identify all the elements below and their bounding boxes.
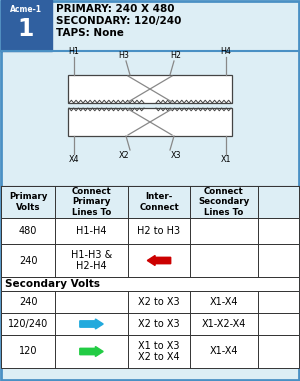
Text: X4: X4 xyxy=(69,155,79,163)
Text: X3: X3 xyxy=(171,152,181,160)
Text: H1: H1 xyxy=(69,48,80,56)
Text: X1-X2-X4: X1-X2-X4 xyxy=(202,319,246,329)
Text: 120: 120 xyxy=(19,346,37,357)
Bar xyxy=(1,186,299,218)
Text: X1 to X3
X2 to X4: X1 to X3 X2 to X4 xyxy=(138,341,180,362)
Text: 120/240: 120/240 xyxy=(8,319,48,329)
Bar xyxy=(1,291,299,313)
Text: 480: 480 xyxy=(19,226,37,236)
Polygon shape xyxy=(80,346,103,357)
Bar xyxy=(1,218,299,244)
Polygon shape xyxy=(147,256,171,266)
Text: H2 to H3: H2 to H3 xyxy=(137,226,181,236)
Text: 240: 240 xyxy=(19,297,37,307)
Bar xyxy=(1,244,299,277)
Text: Inter-
Connect: Inter- Connect xyxy=(139,192,179,212)
Text: H3: H3 xyxy=(118,51,129,59)
Bar xyxy=(68,108,232,136)
Text: H1-H3 &
H2-H4: H1-H3 & H2-H4 xyxy=(71,250,112,271)
Text: X2: X2 xyxy=(119,152,129,160)
Bar xyxy=(1,0,52,51)
Text: Secondary Volts: Secondary Volts xyxy=(5,279,100,289)
Bar xyxy=(1,277,299,291)
Text: Primary
Volts: Primary Volts xyxy=(9,192,47,212)
Bar xyxy=(1,313,299,335)
Text: 240: 240 xyxy=(19,256,37,266)
Text: SECONDARY: 120/240: SECONDARY: 120/240 xyxy=(56,16,182,26)
Text: X1-X4: X1-X4 xyxy=(210,346,238,357)
Bar xyxy=(68,75,232,103)
Text: 1: 1 xyxy=(18,17,34,41)
Bar xyxy=(1,335,299,368)
Text: TAPS: None: TAPS: None xyxy=(56,28,124,38)
Text: Connect
Primary
Lines To: Connect Primary Lines To xyxy=(72,187,111,217)
Text: H2: H2 xyxy=(170,51,182,59)
Text: X1-X4: X1-X4 xyxy=(210,297,238,307)
Text: Connect
Secondary
Lines To: Connect Secondary Lines To xyxy=(198,187,250,217)
Text: X2 to X3: X2 to X3 xyxy=(138,319,180,329)
Text: Acme-1: Acme-1 xyxy=(10,5,42,14)
Text: PRIMARY: 240 X 480: PRIMARY: 240 X 480 xyxy=(56,4,175,14)
Text: X1: X1 xyxy=(221,155,231,163)
Text: H4: H4 xyxy=(220,48,231,56)
Text: X2 to X3: X2 to X3 xyxy=(138,297,180,307)
Text: H1-H4: H1-H4 xyxy=(76,226,107,236)
Polygon shape xyxy=(80,319,103,329)
